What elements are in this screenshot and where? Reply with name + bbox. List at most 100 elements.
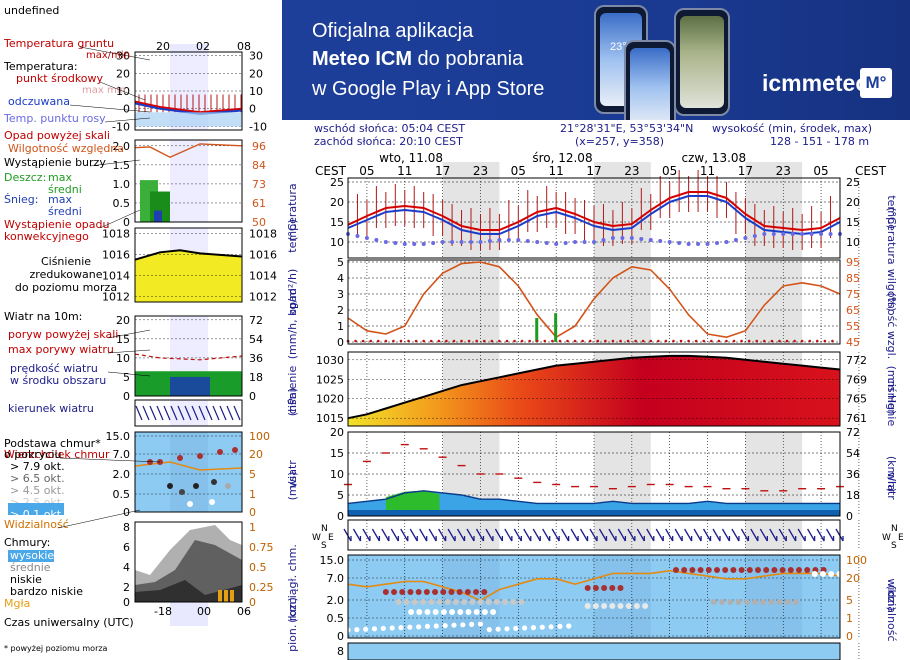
wind-arrow	[702, 528, 712, 542]
legend-cloud-tick: 15.0	[106, 430, 131, 443]
no-precip-dot	[558, 339, 562, 343]
legend-leader	[59, 457, 161, 463]
cloud-dot-low	[354, 627, 360, 633]
legend-pressure-tick: 1012	[249, 291, 277, 304]
legend-snow-mid-label: średni	[48, 205, 82, 218]
legend-snow-label: Śnieg:	[4, 193, 38, 206]
cloud-dot-low	[371, 626, 378, 632]
cloud-dot-low	[504, 626, 510, 632]
no-precip-dot	[566, 339, 569, 343]
wind-axis-title: wiatr	[286, 460, 299, 488]
legend-okt: > 6.5 okt.	[10, 472, 65, 485]
cloud-dot	[428, 599, 435, 605]
app-banner[interactable]: Oficjalna aplikacja Meteo ICM do pobrani…	[282, 0, 910, 120]
wind-axis-tick: 10	[330, 468, 344, 481]
dew-point-dot	[563, 241, 568, 245]
legend-wind-arrow	[163, 405, 171, 421]
grid-cell-text: (x=257, y=358)	[575, 135, 665, 148]
legend-wind-tick: 20	[116, 314, 130, 327]
pressure-axis-title: ciśnienie	[286, 366, 299, 415]
legend-pressure-label: Ciśnienie	[41, 255, 91, 268]
legend-humidity-line	[134, 143, 243, 159]
panel-border	[347, 259, 841, 345]
cloud-dot	[456, 589, 463, 595]
cloud-dot	[689, 567, 696, 573]
pressure-axis-title: (mm Hg)	[885, 366, 898, 415]
wind-arrow	[456, 528, 466, 542]
dew-point-dot	[383, 240, 388, 244]
humidity-axis-tick: 65	[846, 304, 860, 317]
cloud-dot	[735, 599, 742, 605]
legend-wind-at: Wiatr na 10m:	[4, 310, 82, 323]
no-precip-dot	[763, 339, 766, 343]
no-precip-dot	[634, 339, 637, 343]
wind-arrow	[646, 528, 655, 542]
cloud-dot	[722, 567, 729, 573]
legend-vis-line	[134, 461, 243, 471]
wind-kmh-tick: 54	[846, 447, 860, 460]
wind-arrow	[712, 528, 721, 542]
wind-arrow	[504, 528, 513, 542]
wind-kmh-tick: 0	[846, 510, 853, 523]
legend-pressure-line	[134, 249, 243, 261]
cloud-dot	[776, 599, 783, 605]
legend-wind-arrow	[156, 405, 164, 421]
legend-temp-tick: 10	[116, 85, 130, 98]
cest-right: CEST	[855, 164, 887, 178]
no-precip-dot	[573, 339, 577, 343]
legend-top-tick: 08	[237, 40, 251, 53]
cloud-axis-title: pion. rozciągł. chm.	[286, 544, 299, 652]
legend-wind-arrow	[170, 405, 178, 421]
legend-top-tick: 20	[156, 40, 170, 53]
cloud-dot	[440, 589, 447, 595]
no-precip-dot	[482, 339, 486, 343]
cloud-dot	[382, 589, 389, 595]
wind-axis-title: (km/h)	[885, 456, 898, 492]
cloud-dot	[601, 603, 608, 609]
no-precip-dot	[664, 339, 668, 343]
pressure-mmhg-tick: 761	[846, 412, 867, 425]
no-precip-dot	[747, 339, 751, 343]
cloud-dot	[465, 609, 472, 615]
cloud-dot	[804, 567, 811, 573]
no-precip-dot	[422, 339, 425, 343]
wind-axis-title: wiatr	[885, 472, 898, 500]
legend-cover-tick: 0	[249, 596, 256, 609]
no-precip-dot	[815, 339, 819, 343]
no-precip-dot	[543, 339, 547, 343]
no-precip-dot	[672, 339, 675, 343]
wind-arrow	[731, 528, 740, 542]
night-band	[442, 260, 500, 344]
cloud-dot	[457, 609, 464, 615]
temp-axis-tick: 20	[846, 196, 860, 209]
panel-border	[347, 642, 841, 660]
phone-image-3	[674, 8, 730, 116]
legend-wind-tick: 10	[116, 352, 130, 365]
wind-arrow	[419, 528, 428, 542]
hour-tick-label: 05	[511, 164, 526, 178]
cloud-dot	[407, 589, 414, 595]
wind-arrow	[570, 528, 579, 542]
cloud-dot	[760, 599, 767, 605]
pressure-axis-tick: 1015	[316, 412, 344, 425]
dew-point-dot	[762, 232, 767, 236]
legend-rain-label: Deszcz:	[4, 171, 46, 184]
night-band	[594, 555, 651, 638]
legend-wind-tick: 0	[123, 390, 130, 403]
no-precip-dot	[717, 339, 721, 343]
cloud-dot	[714, 567, 720, 573]
cloud-dot	[819, 571, 826, 577]
wind-arrow	[409, 528, 418, 542]
wind-arrow	[542, 528, 551, 542]
cloud-dot	[617, 585, 624, 591]
banner-line-2-rest: do pobrania	[412, 48, 524, 70]
dew-point-dot	[733, 238, 738, 242]
legend-cloud-base: Podstawa chmur*	[4, 437, 101, 450]
hour-tick-label: 11	[397, 164, 412, 178]
no-precip-dot	[376, 339, 380, 343]
legend-cover-tick: 2	[123, 581, 130, 594]
legend-hum-tick: 50	[252, 216, 266, 229]
header-night-band	[745, 162, 803, 178]
